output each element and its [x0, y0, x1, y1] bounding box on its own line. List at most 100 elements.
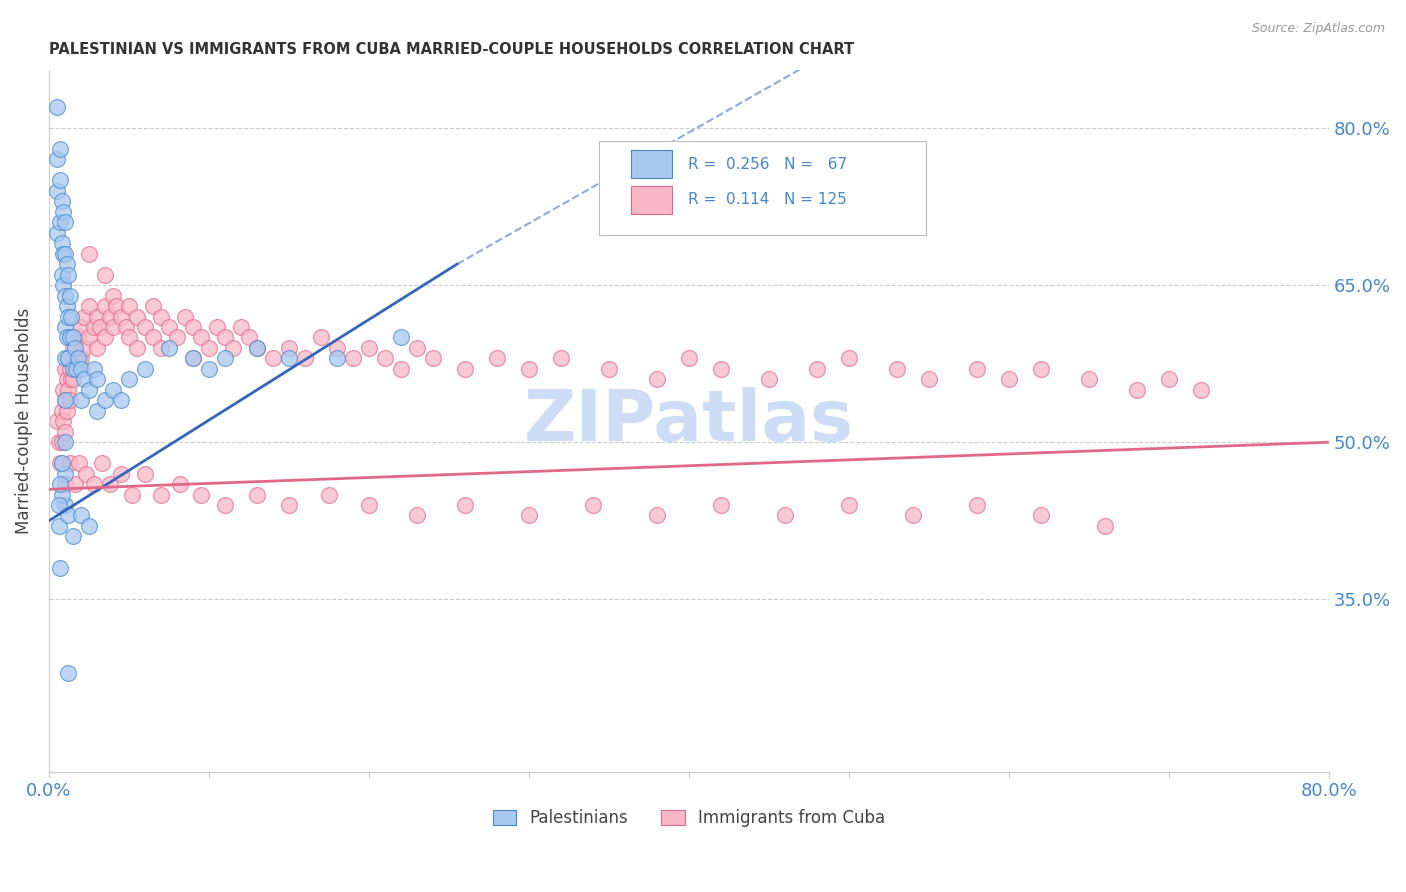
Point — [278, 498, 301, 512]
Point — [75, 467, 97, 481]
Point — [134, 362, 156, 376]
Point — [101, 383, 124, 397]
Point — [70, 362, 93, 376]
Point — [49, 142, 72, 156]
Point — [278, 351, 301, 366]
FancyBboxPatch shape — [631, 186, 672, 214]
Point — [645, 372, 668, 386]
Point — [53, 467, 76, 481]
Point — [214, 498, 236, 512]
Point — [142, 330, 165, 344]
Text: ZIPatlas: ZIPatlas — [524, 387, 853, 456]
Point — [101, 288, 124, 302]
Point — [710, 362, 733, 376]
Point — [89, 320, 111, 334]
Point — [62, 330, 84, 344]
Point — [56, 310, 79, 324]
Point — [118, 299, 141, 313]
Point — [678, 351, 700, 366]
Point — [56, 383, 79, 397]
Point — [55, 404, 77, 418]
FancyBboxPatch shape — [631, 150, 672, 178]
Point — [77, 299, 100, 313]
Point — [56, 351, 79, 366]
Point — [73, 341, 96, 355]
Point — [51, 487, 73, 501]
Point — [77, 383, 100, 397]
Point — [67, 456, 90, 470]
Point — [77, 246, 100, 260]
Point — [46, 100, 69, 114]
Point — [98, 310, 121, 324]
Point — [118, 330, 141, 344]
Point — [181, 351, 204, 366]
Point — [59, 362, 82, 376]
Point — [806, 362, 828, 376]
Point — [62, 341, 84, 355]
Point — [70, 351, 93, 366]
Point — [70, 393, 93, 408]
Point — [51, 435, 73, 450]
Point — [214, 351, 236, 366]
Point — [238, 330, 260, 344]
Point — [60, 372, 83, 386]
Point — [125, 341, 148, 355]
Point — [966, 362, 988, 376]
Point — [1029, 362, 1052, 376]
Point — [55, 372, 77, 386]
Point — [157, 320, 180, 334]
Point — [1029, 508, 1052, 523]
Point — [62, 362, 84, 376]
Point — [51, 456, 73, 470]
Point — [94, 299, 117, 313]
Point — [901, 508, 924, 523]
Point — [406, 508, 429, 523]
Point — [46, 153, 69, 167]
Point — [60, 310, 83, 324]
Point — [710, 498, 733, 512]
Point — [278, 341, 301, 355]
Point — [357, 498, 380, 512]
Point — [49, 477, 72, 491]
Point — [1094, 519, 1116, 533]
Point — [66, 330, 89, 344]
Point — [966, 498, 988, 512]
Point — [550, 351, 572, 366]
Point — [52, 383, 75, 397]
Point — [134, 320, 156, 334]
Point — [51, 404, 73, 418]
Y-axis label: Married-couple Households: Married-couple Households — [15, 308, 32, 534]
Point — [83, 320, 105, 334]
Point — [53, 320, 76, 334]
Point — [67, 351, 90, 366]
Point — [59, 330, 82, 344]
Point — [110, 467, 132, 481]
Point — [246, 341, 269, 355]
Point — [222, 341, 245, 355]
Point — [63, 477, 86, 491]
Point — [110, 393, 132, 408]
Point — [46, 184, 69, 198]
Point — [374, 351, 396, 366]
Point — [149, 310, 172, 324]
Point — [52, 278, 75, 293]
Point — [157, 341, 180, 355]
Point — [181, 351, 204, 366]
Point — [181, 320, 204, 334]
Point — [94, 330, 117, 344]
Point — [46, 414, 69, 428]
Point — [86, 404, 108, 418]
Point — [406, 341, 429, 355]
Point — [294, 351, 316, 366]
Text: R =  0.256   N =   67: R = 0.256 N = 67 — [688, 157, 846, 172]
Point — [77, 330, 100, 344]
Point — [48, 519, 70, 533]
Point — [86, 310, 108, 324]
Point — [73, 372, 96, 386]
Point — [70, 320, 93, 334]
Point — [326, 341, 349, 355]
Point — [169, 477, 191, 491]
Point — [134, 467, 156, 481]
Point — [56, 665, 79, 680]
Point — [118, 372, 141, 386]
